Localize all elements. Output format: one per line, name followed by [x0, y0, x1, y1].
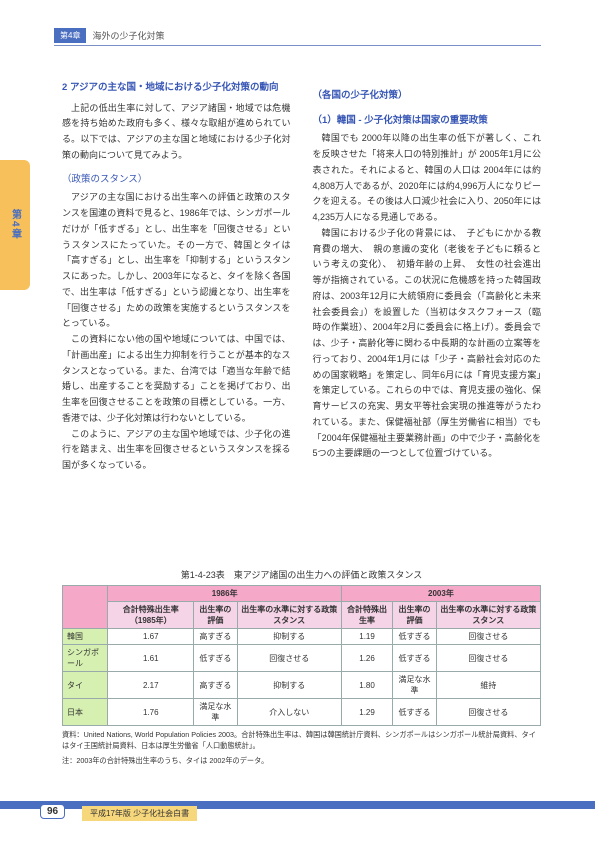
table-cell: 1.67 [108, 629, 194, 645]
table-cell: 1.19 [341, 629, 392, 645]
para: この資料にない他の国や地域については、中国では、「計画出産」による出生力抑制を行… [62, 332, 291, 427]
th-year2: 2003年 [341, 586, 540, 602]
sub-heading: （各国の少子化対策） [313, 88, 542, 105]
table-cell: 抑制する [237, 629, 341, 645]
table-row: 韓国1.67高すぎる抑制する1.19低すぎる回復させる [63, 629, 541, 645]
table-cell: 韓国 [63, 629, 108, 645]
table-cell: 1.61 [108, 645, 194, 672]
th: 合計特殊出生率（1985年） [108, 602, 194, 629]
table-cell: シンガポール [63, 645, 108, 672]
table-cell: 1.76 [108, 699, 194, 726]
table-caption: 第1-4-23表 東アジア諸国の出生力への評価と政策スタンス [62, 568, 541, 581]
table-cell: 1.29 [341, 699, 392, 726]
th: 出生率の評価 [393, 602, 436, 629]
side-tab: 第4章 [0, 160, 30, 290]
table-cell: 介入しない [237, 699, 341, 726]
table-note: 注：2003年の合計特殊出生率のうち、タイは 2002年のデータ。 [62, 756, 541, 767]
table-cell: 低すぎる [393, 645, 436, 672]
right-column: （各国の少子化対策） （1）韓国 - 少子化対策は国家の重要政策 韓国でも 20… [313, 80, 542, 474]
table-row: シンガポール1.61低すぎる回復させる1.26低すぎる回復させる [63, 645, 541, 672]
chapter-tag: 第4章 [54, 28, 86, 43]
table-cell: 満足な水準 [194, 699, 237, 726]
footer-note: 平成17年版 少子化社会白書 [82, 806, 197, 821]
table-cell: タイ [63, 672, 108, 699]
section-title: 2 アジアの主な国・地域における少子化対策の動向 [62, 80, 291, 97]
table-cell: 回復させる [436, 629, 540, 645]
chapter-title: 海外の少子化対策 [92, 29, 164, 42]
table-cell: 高すぎる [194, 629, 237, 645]
table-cell: 2.17 [108, 672, 194, 699]
table-row: 日本1.76満足な水準介入しない1.29低すぎる回復させる [63, 699, 541, 726]
table-cell: 低すぎる [393, 699, 436, 726]
th-year1: 1986年 [108, 586, 341, 602]
th-blank [63, 586, 108, 629]
sub-heading: （政策のスタンス） [62, 172, 291, 189]
page-number: 96 [40, 804, 65, 819]
left-column: 2 アジアの主な国・地域における少子化対策の動向 上記の低出生率に対して、アジア… [62, 80, 291, 474]
th: 出生率の水準に対する政策スタンス [237, 602, 341, 629]
table-cell: 回復させる [436, 645, 540, 672]
table-cell: 回復させる [436, 699, 540, 726]
table-row: タイ2.17高すぎる抑制する1.80満足な水準維持 [63, 672, 541, 699]
data-table: 1986年 2003年 合計特殊出生率（1985年） 出生率の評価 出生率の水準… [62, 585, 541, 726]
page-header: 第4章 海外の少子化対策 [54, 28, 541, 46]
table-cell: 1.26 [341, 645, 392, 672]
th: 出生率の評価 [194, 602, 237, 629]
para: 上記の低出生率に対して、アジア諸国・地域では危機感を持ち始めた政府も多く、様々な… [62, 101, 291, 164]
table-cell: 高すぎる [194, 672, 237, 699]
body-columns: 2 アジアの主な国・地域における少子化対策の動向 上記の低出生率に対して、アジア… [62, 80, 541, 474]
para: このように、アジアの主な国や地域では、少子化の進行を踏まえ、出生率を回復させると… [62, 427, 291, 474]
para: アジアの主な国における出生率への評価と政策のスタンスを国連の資料で見ると、198… [62, 190, 291, 332]
table-cell: 低すぎる [194, 645, 237, 672]
table-source: 資料：United Nations, World Population Poli… [62, 730, 541, 752]
table-cell: 低すぎる [393, 629, 436, 645]
table-block: 第1-4-23表 東アジア諸国の出生力への評価と政策スタンス 1986年 200… [62, 568, 541, 766]
th: 合計特殊出生率 [341, 602, 392, 629]
table-cell: 日本 [63, 699, 108, 726]
table-cell: 満足な水準 [393, 672, 436, 699]
table-cell: 抑制する [237, 672, 341, 699]
page-footer: 96 平成17年版 少子化社会白書 [0, 801, 595, 823]
table-cell: 回復させる [237, 645, 341, 672]
table-cell: 1.80 [341, 672, 392, 699]
para: 韓国における少子化の背景には、 子どもにかかる教育費の増大、 親の意識の変化（老… [313, 226, 542, 462]
para: 韓国でも 2000年以降の出生率の低下が著しく、これを反映させた「将来人口の特別… [313, 131, 542, 226]
th: 出生率の水準に対する政策スタンス [436, 602, 540, 629]
table-cell: 維持 [436, 672, 540, 699]
sub-heading: （1）韓国 - 少子化対策は国家の重要政策 [313, 113, 542, 130]
side-tab-label: 第4章 [8, 209, 23, 241]
